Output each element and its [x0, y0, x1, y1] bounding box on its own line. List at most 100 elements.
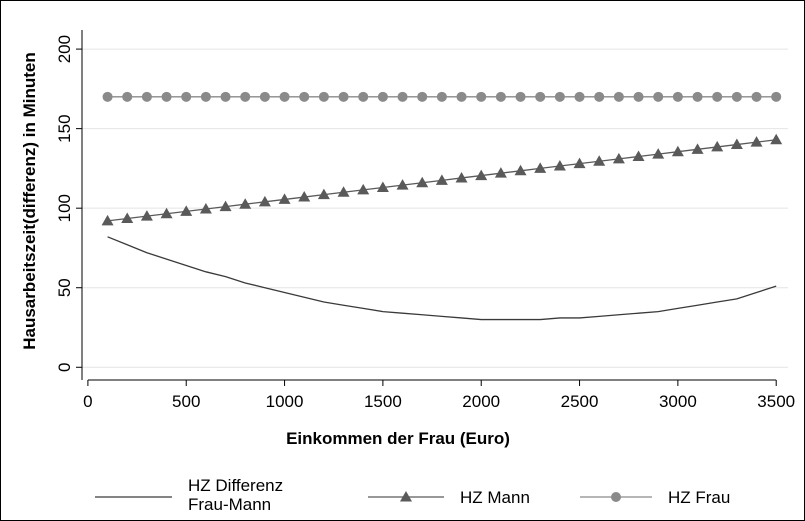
data-point: [750, 136, 763, 147]
data-point: [357, 183, 370, 195]
data-point: [102, 91, 113, 102]
data-point: [279, 91, 290, 102]
data-point: [435, 174, 448, 185]
data-point: [337, 186, 350, 197]
data-point: [161, 91, 172, 102]
data-point: [101, 214, 114, 226]
data-point: [180, 205, 193, 216]
data-point: [376, 181, 389, 192]
data-point: [121, 212, 134, 224]
x-tick-label: 0: [83, 392, 92, 411]
data-point: [181, 91, 192, 102]
data-point: [632, 150, 645, 161]
legend-label: HZ Frau: [668, 488, 730, 507]
data-point: [711, 140, 724, 152]
data-point: [573, 157, 586, 169]
data-point: [494, 167, 507, 178]
data-point: [476, 91, 487, 102]
data-point: [199, 202, 212, 214]
legend-item: HZ Mann: [368, 488, 530, 507]
data-point: [259, 91, 270, 102]
legend-label: HZ Differenz: [188, 476, 283, 495]
data-point: [141, 91, 152, 102]
data-point: [594, 91, 605, 102]
data-point: [239, 198, 252, 209]
y-axis-title: Hausarbeitszeit(differenz) in Minuten: [20, 52, 39, 350]
data-point: [416, 176, 429, 188]
data-point: [692, 91, 703, 102]
series-hz-mann: [101, 133, 783, 226]
data-point: [574, 91, 585, 102]
data-point: [140, 210, 153, 221]
data-point: [122, 91, 133, 102]
data-point: [436, 91, 447, 102]
data-point: [515, 91, 526, 102]
x-tick-label: 500: [172, 392, 200, 411]
x-tick-label: 1000: [266, 392, 304, 411]
series-line: [107, 236, 777, 321]
data-point: [299, 91, 310, 102]
y-tick-label: 200: [55, 35, 74, 63]
data-point: [220, 91, 231, 102]
data-point: [712, 91, 723, 102]
x-tick-label: 2000: [462, 392, 500, 411]
data-point: [219, 200, 232, 212]
data-point: [593, 155, 606, 166]
y-tick-label: 50: [55, 278, 74, 297]
x-tick-label: 3000: [659, 392, 697, 411]
y-tick-label: 100: [55, 194, 74, 222]
data-point: [731, 91, 742, 102]
data-point: [671, 145, 684, 157]
data-point: [672, 91, 683, 102]
series-hz-differenz-frau-mann: [107, 236, 777, 321]
data-point: [455, 171, 468, 183]
x-axis-title: Einkommen der Frau (Euro): [286, 429, 510, 448]
legend-label: Frau-Mann: [188, 495, 271, 514]
data-point: [258, 195, 271, 207]
data-point: [278, 193, 291, 204]
data-point: [475, 169, 488, 181]
data-point: [495, 91, 506, 102]
data-point: [240, 91, 251, 102]
data-point: [613, 91, 624, 102]
data-point: [200, 91, 211, 102]
data-point: [397, 91, 408, 102]
data-point: [160, 207, 173, 219]
data-point: [456, 91, 467, 102]
data-point: [396, 179, 409, 190]
data-point: [358, 91, 369, 102]
data-point: [377, 91, 388, 102]
data-point: [652, 148, 665, 159]
data-point: [730, 138, 743, 150]
y-tick-label: 150: [55, 114, 74, 142]
x-tick-label: 2500: [561, 392, 599, 411]
data-point: [534, 162, 547, 173]
data-point: [751, 91, 762, 102]
x-tick-label: 3500: [757, 392, 795, 411]
gridlines: [82, 48, 788, 368]
legend-marker: [611, 492, 621, 502]
legend-marker: [400, 491, 412, 502]
series: [101, 91, 783, 321]
data-point: [417, 91, 428, 102]
data-point: [553, 160, 566, 171]
y-tick-label: 0: [55, 363, 74, 372]
data-point: [514, 164, 527, 176]
legend-item: HZ Frau: [580, 488, 730, 507]
data-point: [691, 143, 704, 154]
data-point: [653, 91, 664, 102]
data-point: [317, 188, 330, 200]
data-point: [771, 91, 782, 102]
data-point: [633, 91, 644, 102]
x-tick-label: 1500: [364, 392, 402, 411]
data-point: [298, 191, 311, 202]
data-point: [612, 152, 625, 164]
data-point: [554, 91, 565, 102]
data-point: [338, 91, 349, 102]
data-point: [535, 91, 546, 102]
